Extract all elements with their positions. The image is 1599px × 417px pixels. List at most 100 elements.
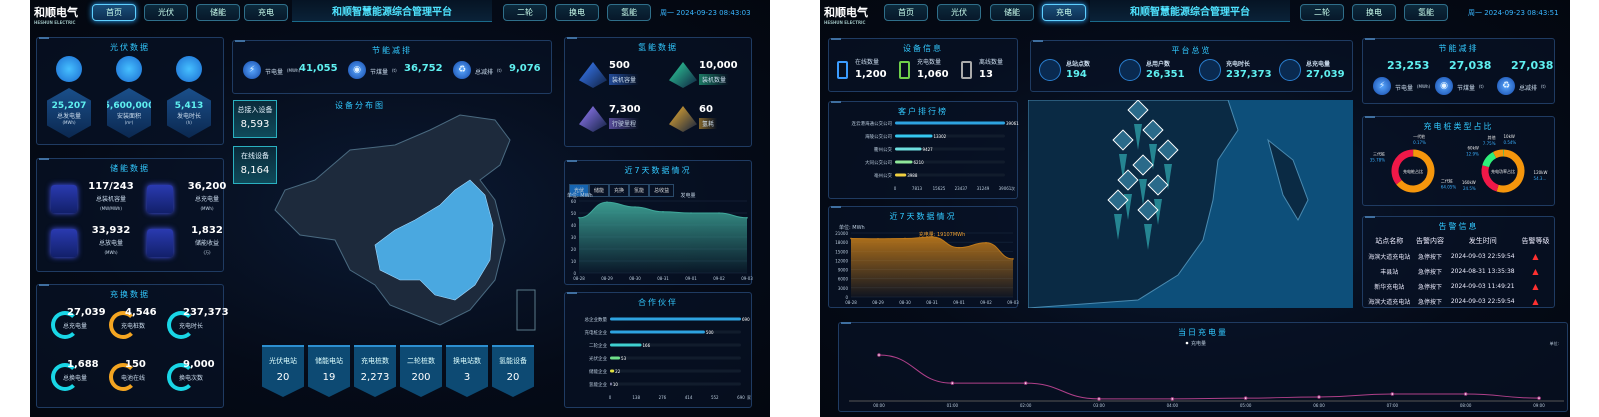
data-point[interactable] — [662, 211, 664, 213]
bar[interactable] — [610, 330, 705, 334]
data-point[interactable] — [690, 212, 692, 214]
data-point[interactable] — [606, 201, 608, 203]
nav-ebike[interactable]: 二轮 — [503, 4, 547, 21]
pie-slice[interactable] — [1482, 151, 1497, 168]
alarm-row[interactable]: 丰县站 急停按下 2024-08-31 13:35:38 ▲ — [1365, 264, 1552, 279]
stat-card[interactable]: 氢能设备 20 — [492, 345, 534, 397]
bar[interactable] — [895, 134, 933, 138]
pie-slice[interactable] — [1396, 149, 1435, 193]
alarm-row[interactable]: 新华充电站 急停按下 2024-09-03 11:49:21 ▲ — [1365, 279, 1552, 294]
logo: 和顺电气 HESHUN ELECTRIC — [34, 6, 78, 25]
data-point[interactable] — [718, 212, 720, 214]
category-label: 亳州公交 — [874, 172, 892, 179]
nav-home[interactable]: 首页 — [92, 4, 136, 21]
bar[interactable] — [895, 160, 913, 164]
stat-unit: (万) — [203, 250, 211, 255]
pie-slice[interactable] — [1481, 165, 1499, 192]
data-point[interactable] — [1463, 392, 1468, 396]
stat-card[interactable]: 二轮桩数 200 — [400, 345, 442, 397]
x-tick-label: 23437 — [955, 186, 968, 191]
nav-swap[interactable]: 换电 — [1352, 4, 1396, 21]
pie-slice[interactable] — [1492, 149, 1504, 159]
data-point[interactable] — [850, 237, 852, 240]
data-point[interactable] — [985, 241, 987, 244]
device-info-panel: 设备信息 在线数量 1,200 充电数量 1,060 离线数量 13 — [828, 38, 1018, 92]
station-marker[interactable] — [1112, 129, 1134, 151]
station-marker[interactable] — [1107, 189, 1129, 211]
station-marker[interactable] — [1117, 169, 1139, 191]
tab-4[interactable]: 总收益 — [649, 184, 675, 197]
data-point[interactable] — [578, 217, 580, 219]
overview-value: 237,373 — [1226, 69, 1272, 80]
station-map[interactable] — [1028, 100, 1353, 308]
data-point[interactable] — [877, 237, 879, 240]
bar[interactable] — [610, 317, 741, 321]
station-beam — [1154, 199, 1162, 225]
alarm-icon: ▲ — [1532, 252, 1539, 261]
data-point[interactable] — [877, 353, 881, 357]
pie-slice[interactable] — [1496, 149, 1525, 193]
nav-pv[interactable]: 光伏 — [144, 4, 188, 21]
nav-charge[interactable]: 充电 — [1042, 4, 1086, 21]
alarm-row[interactable]: 海滨大道充电站 急停按下 2024-09-03 22:59:54 ▲ — [1365, 294, 1552, 309]
data-point[interactable] — [958, 246, 960, 249]
data-point[interactable] — [1012, 258, 1014, 260]
data-point[interactable] — [1097, 397, 1101, 401]
bar[interactable] — [895, 173, 907, 177]
data-point[interactable] — [746, 217, 748, 219]
y-axis-unit: 单位: — [1550, 340, 1559, 346]
leaf-icon: ♻ — [453, 61, 471, 79]
tab-0[interactable]: 光伏 — [569, 184, 590, 197]
storage-icon — [147, 229, 173, 257]
china-map[interactable] — [255, 110, 555, 340]
nav-storage[interactable]: 储能 — [990, 4, 1034, 21]
station-marker[interactable] — [1127, 100, 1149, 121]
station-marker[interactable] — [1132, 154, 1154, 176]
stat-card[interactable]: 换电站数 3 — [446, 345, 488, 397]
data-point[interactable] — [1023, 381, 1028, 385]
today-charge-panel: 当日充电量 00:00 01:00 02:00 03:00 04:00 05:00 06:0… — [838, 322, 1568, 412]
nav-home[interactable]: 首页 — [884, 4, 928, 21]
bar[interactable] — [610, 343, 642, 347]
bar[interactable] — [895, 121, 1005, 125]
data-point[interactable] — [1170, 397, 1175, 401]
tab-1[interactable]: 储能 — [589, 184, 610, 197]
stat-value: 20 — [276, 372, 290, 383]
stat-card[interactable]: 充电桩数 2,273 — [354, 345, 396, 397]
stat-unit: (MW/MWh) — [100, 206, 122, 211]
slice-label: 60kW — [1467, 146, 1478, 151]
nav-swap[interactable]: 换电 — [555, 4, 599, 21]
nav-hydrogen[interactable]: 氢能 — [607, 4, 651, 21]
data-point[interactable] — [1317, 395, 1321, 399]
station-marker[interactable] — [1137, 199, 1159, 221]
nav-ebike[interactable]: 二轮 — [1300, 4, 1344, 21]
station-marker[interactable] — [1147, 174, 1169, 196]
nav-hydrogen[interactable]: 氢能 — [1404, 4, 1448, 21]
y-tick-label: 10 — [571, 259, 577, 264]
bar[interactable] — [895, 147, 922, 151]
station-marker[interactable] — [1157, 139, 1179, 161]
bar[interactable] — [610, 369, 615, 373]
map-land-east — [1267, 138, 1309, 222]
nav-pv[interactable]: 光伏 — [937, 4, 981, 21]
nav-storage[interactable]: 储能 — [196, 4, 240, 21]
stat-card[interactable]: 光伏电站 20 — [262, 345, 304, 397]
data-point[interactable] — [931, 236, 933, 238]
alarm-row[interactable]: 海滨大道充电站 急停按下 2024-09-03 22:59:54 ▲ — [1365, 249, 1552, 264]
bar-value-label: 53 — [621, 356, 627, 361]
overview-value: 27,039 — [1306, 69, 1345, 80]
stat-card[interactable]: 储能电站 19 — [308, 345, 350, 397]
tab-3[interactable]: 氢能 — [629, 184, 650, 197]
data-point[interactable] — [1243, 396, 1248, 400]
data-point[interactable] — [904, 237, 906, 240]
data-point[interactable] — [634, 206, 636, 208]
data-point[interactable] — [1390, 392, 1395, 396]
data-point[interactable] — [1537, 396, 1541, 400]
pie-slice[interactable] — [1391, 149, 1414, 185]
bar[interactable] — [610, 356, 621, 360]
bar[interactable] — [610, 382, 612, 386]
station-marker[interactable] — [1142, 119, 1164, 141]
data-point[interactable] — [950, 381, 955, 385]
tab-2[interactable]: 充换 — [609, 184, 630, 197]
nav-charge[interactable]: 充电 — [244, 4, 288, 21]
